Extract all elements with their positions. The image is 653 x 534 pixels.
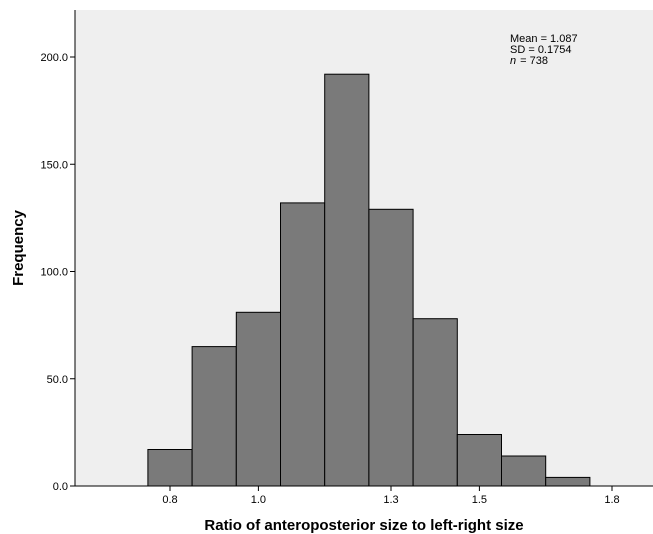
x-tick-label-0: 0.8 — [162, 494, 177, 506]
x-axis-title: Ratio of anteroposterior size to left-ri… — [204, 517, 523, 534]
y-tick-label-2: 100.0 — [40, 267, 68, 279]
x-tick-label-1: 1.0 — [251, 494, 266, 506]
histogram-bar-1 — [147, 449, 193, 487]
histogram-bar-8 — [456, 434, 502, 487]
bars-group — [147, 73, 591, 487]
histogram-bar-10 — [545, 476, 591, 487]
x-ticks-group: 0.8 1.0 1.3 1.5 1.8 — [162, 486, 620, 506]
histogram-bar-7 — [412, 318, 458, 487]
histogram-bar-5 — [324, 73, 370, 487]
stats-n-value: = 738 — [520, 55, 548, 67]
histogram-bar-9 — [501, 455, 547, 487]
stats-mean: Mean = 1.087 — [510, 33, 578, 45]
y-axis-title: Frequency — [10, 209, 27, 286]
y-tick-label-3: 150.0 — [40, 159, 68, 171]
stats-n-symbol: n — [510, 55, 516, 67]
stats-sd: SD = 0.1754 — [510, 44, 571, 56]
y-tick-label-4: 200.0 — [40, 52, 68, 64]
x-tick-label-2: 1.3 — [383, 494, 398, 506]
histogram-bar-4 — [280, 202, 326, 487]
y-ticks-group: 0.0 50.0 100.0 150.0 200.0 — [40, 52, 75, 493]
stats-n: n = 738 — [510, 55, 548, 67]
stats-box: Mean = 1.087 SD = 0.1754 n = 738 — [510, 33, 578, 67]
axes-group — [74, 10, 653, 487]
x-tick-label-4: 1.8 — [604, 494, 619, 506]
y-tick-label-1: 50.0 — [47, 374, 68, 386]
x-tick-label-3: 1.5 — [472, 494, 487, 506]
histogram-bar-3 — [235, 311, 282, 487]
histogram-bar-6 — [368, 208, 414, 487]
histogram-bar-2 — [191, 346, 237, 487]
y-tick-label-0: 0.0 — [53, 481, 68, 493]
